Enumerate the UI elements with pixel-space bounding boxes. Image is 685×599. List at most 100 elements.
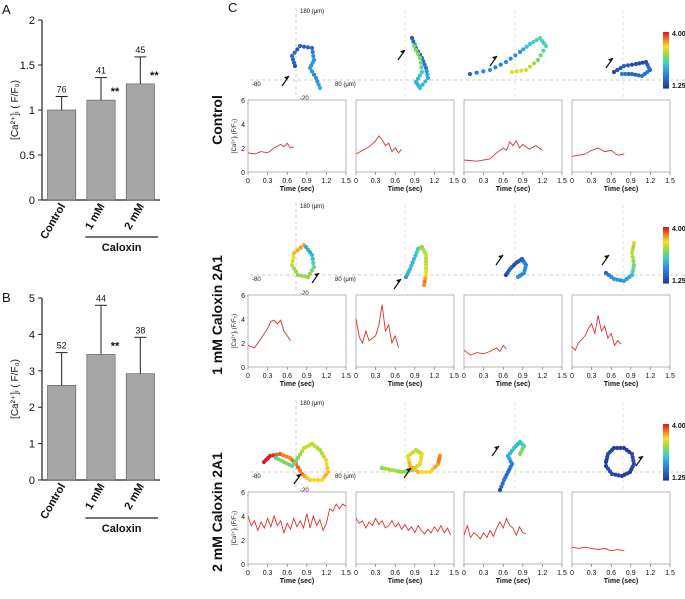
direction-arrowhead	[284, 76, 289, 80]
y-axis-label: [Ca²⁺]ᵢ ( F/F₀)	[10, 80, 21, 140]
n-label: 41	[96, 66, 106, 76]
trace-x-tick-label: 0.3	[587, 373, 597, 380]
trajectory-point	[630, 247, 635, 252]
trajectory-point	[423, 266, 429, 271]
trajectory-point	[514, 69, 519, 74]
trajectory-point	[531, 39, 536, 45]
trace-x-tick-label: 1.2	[538, 570, 548, 577]
scale-label-left: -80	[252, 474, 261, 480]
trajectory-point	[630, 455, 635, 460]
trajectory-point	[291, 266, 297, 271]
trace-y-tick-label: 6	[241, 98, 245, 105]
trajectory-point	[623, 71, 628, 77]
trajectory-point	[637, 61, 642, 66]
colorbar-segment	[663, 54, 669, 57]
trace-x-tick-label: 0.9	[302, 178, 312, 185]
trajectory-point	[513, 53, 518, 58]
colorbar-segment	[663, 52, 669, 55]
scale-label-right: 80 (μm)	[335, 277, 356, 283]
trace-plot-frame	[571, 491, 671, 565]
category-label: Control	[38, 202, 68, 242]
trajectory-point	[615, 67, 620, 73]
row-label: 2 mM Caloxin 2A1	[209, 452, 225, 572]
trace-x-axis-label: Time (sec)	[388, 578, 423, 585]
trace-x-tick-label: 0.3	[587, 570, 597, 577]
trace-x-tick-label: 1.2	[322, 373, 332, 380]
trace-x-tick-label: 1.2	[430, 570, 440, 577]
trajectory-point	[399, 469, 405, 475]
colorbar-segment	[663, 424, 669, 427]
calcium-trace-line	[355, 304, 399, 348]
trajectory-point	[618, 65, 623, 71]
trace-x-tick-label: 0.3	[371, 373, 381, 380]
trajectory-point	[616, 473, 621, 478]
trace-x-tick-label: 1.5	[557, 178, 567, 185]
trajectory-point	[383, 466, 388, 471]
trace-x-tick-label: 0.9	[518, 178, 528, 185]
trace-x-axis-label: Time (sec)	[388, 186, 423, 193]
trace-x-tick-label: 0.3	[263, 373, 273, 380]
trajectory-point	[631, 262, 637, 268]
colorbar-segment	[663, 470, 669, 473]
trajectory-point	[325, 469, 331, 475]
colorbar-segment	[663, 227, 669, 230]
trace-plot-2: 0 0.3 0.6 0.9 1.2 1.5 Time (sec)	[462, 99, 567, 193]
y-tick-label: 4	[29, 329, 35, 341]
trajectory-point	[423, 256, 429, 261]
trajectory-point	[474, 70, 479, 75]
direction-arrowhead	[492, 56, 497, 60]
bar-1-mm	[86, 354, 116, 481]
trace-x-tick-label: 0	[570, 373, 574, 380]
trajectory-point	[636, 73, 641, 78]
trajectory-point	[411, 256, 417, 262]
colorbar-segment	[663, 438, 669, 441]
y-tick-label: 1.5	[20, 60, 35, 72]
colorbar-segment	[663, 275, 669, 278]
trace-x-tick-label: 1.2	[538, 178, 548, 185]
calcium-trace-line	[247, 142, 294, 155]
trace-x-tick-label: 0.6	[390, 178, 400, 185]
colorbar-segment	[663, 235, 669, 238]
trajectory-point	[411, 39, 416, 44]
colorbar-segment	[663, 245, 669, 248]
trajectory-point	[437, 453, 443, 459]
trajectory-point	[295, 272, 301, 278]
trajectory-point	[315, 477, 321, 483]
trace-plot-frame	[355, 99, 455, 173]
trajectory-point	[519, 68, 524, 73]
trajectory-point	[423, 469, 429, 475]
row-label: 1 mM Caloxin 2A1	[209, 255, 225, 375]
trajectory-point	[310, 49, 315, 55]
trajectory-point	[630, 254, 635, 260]
trajectory-point	[295, 248, 300, 253]
bar-control	[47, 385, 77, 481]
trajectory-point	[629, 71, 635, 77]
y-tick-label: 5	[29, 293, 35, 305]
trace-x-tick-label: 1.2	[430, 373, 440, 380]
trajectory-point	[535, 57, 541, 63]
trajectory-point	[289, 262, 295, 268]
trajectory-point	[615, 277, 620, 282]
trace-x-tick-label: 0.3	[479, 570, 489, 577]
bar-chart-b: 0 1 2 3 4 5 [Ca²⁺]ᵢ ( F/F₀) 52 Control 44 ** 1 mM 38…	[10, 293, 160, 535]
trajectory-point	[521, 47, 526, 52]
trace-x-tick-label: 0.9	[302, 570, 312, 577]
colorbar-segment	[663, 243, 669, 246]
trajectory-point	[414, 250, 419, 255]
trajectory-point	[419, 469, 425, 475]
panel-label-b: B	[2, 290, 11, 305]
colorbar-segment	[663, 476, 669, 479]
colorbar-segment	[663, 265, 669, 268]
trace-plot-frame	[463, 491, 563, 565]
trajectory-point	[515, 274, 521, 280]
trace-y-tick-label: 6	[241, 293, 245, 300]
trajectory-point	[527, 64, 533, 69]
trajectory-point	[403, 469, 408, 474]
trajectory-point	[323, 457, 329, 463]
trajectory-point	[417, 73, 423, 78]
colorbar-segment	[663, 472, 669, 475]
scale-label-top: 180 (μm)	[300, 9, 324, 15]
trajectory-point	[317, 85, 323, 91]
trajectory-point	[500, 481, 505, 486]
trajectory-point	[467, 71, 473, 77]
